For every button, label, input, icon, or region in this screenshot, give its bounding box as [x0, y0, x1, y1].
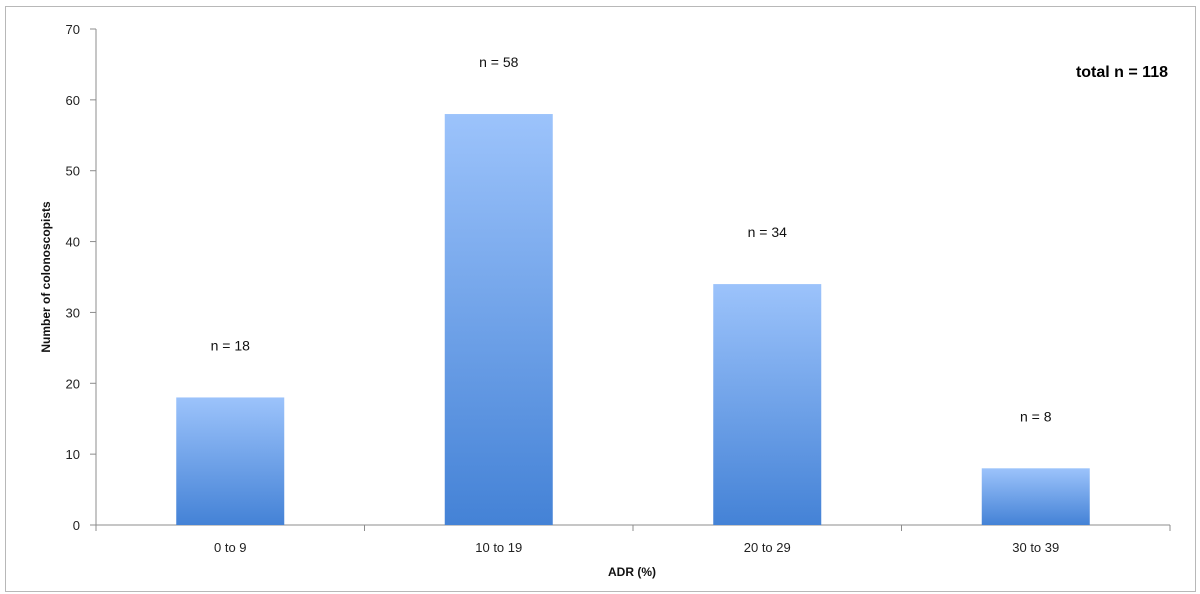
bar-data-label: n = 18 [211, 337, 251, 353]
y-tick-label: 40 [66, 235, 80, 250]
data-labels: n = 18 n = 58 n = 34 n = 8 [211, 54, 1052, 424]
bars [176, 114, 1090, 526]
x-tick-label: 10 to 19 [475, 540, 522, 555]
bar-3 [713, 284, 822, 525]
y-tick-label: 60 [66, 93, 80, 108]
y-axis: 0 10 20 30 40 50 60 70 [66, 22, 97, 533]
x-axis: 0 to 9 10 to 19 20 to 29 30 to 39 [95, 524, 1171, 555]
y-axis-title: Number of colonoscopists [39, 201, 53, 353]
x-tick-label: 0 to 9 [214, 540, 247, 555]
y-tick-label: 70 [66, 22, 80, 37]
x-tick-label: 30 to 39 [1012, 540, 1059, 555]
y-tick-label: 10 [66, 447, 80, 462]
bar-data-label: n = 58 [479, 54, 519, 70]
y-tick-label: 0 [73, 518, 80, 533]
bar-data-label: n = 34 [748, 224, 788, 240]
bar-2 [444, 114, 553, 526]
x-tick-label: 20 to 29 [744, 540, 791, 555]
bar-4 [981, 468, 1090, 525]
bar-data-label: n = 8 [1020, 408, 1052, 424]
y-tick-label: 20 [66, 376, 80, 391]
y-tick-label: 30 [66, 305, 80, 320]
bar-1 [176, 397, 285, 525]
x-axis-title: ADR (%) [608, 565, 656, 579]
y-tick-label: 50 [66, 164, 80, 179]
total-annotation: total n = 118 [1076, 64, 1168, 81]
